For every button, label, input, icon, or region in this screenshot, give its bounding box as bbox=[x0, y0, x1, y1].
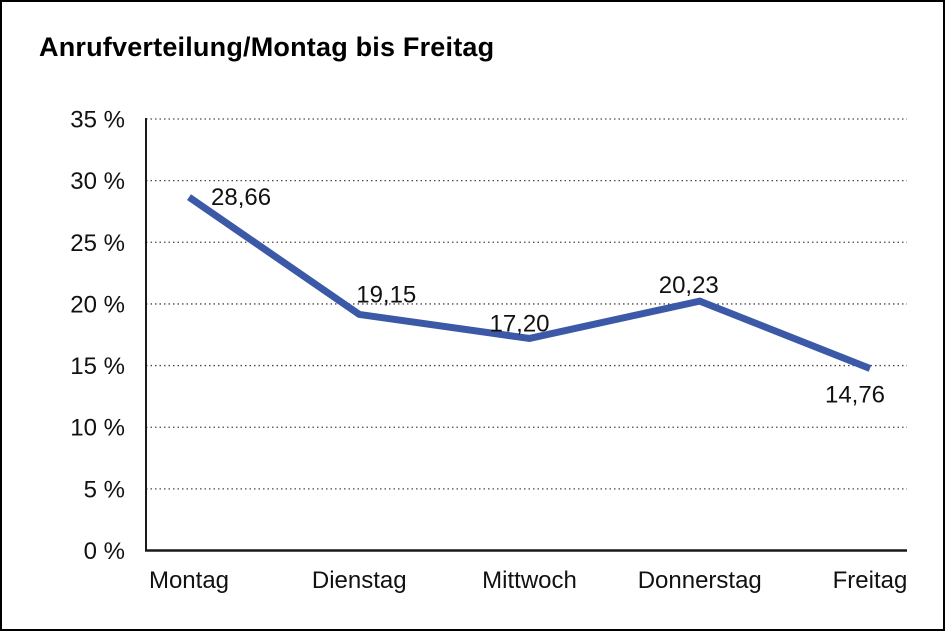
data-value-label: 14,76 bbox=[825, 382, 885, 409]
data-value-label: 19,15 bbox=[356, 281, 416, 308]
data-value-label: 17,20 bbox=[489, 310, 549, 337]
x-category-label: Montag bbox=[149, 567, 229, 594]
y-tick-label: 10 % bbox=[70, 415, 125, 442]
chart-title: Anrufverteilung/Montag bis Freitag bbox=[39, 32, 495, 62]
y-tick-label: 35 % bbox=[70, 107, 125, 134]
data-value-label: 20,23 bbox=[659, 272, 719, 299]
y-tick-label: 30 % bbox=[70, 168, 125, 195]
y-tick-label: 20 % bbox=[70, 291, 125, 318]
data-series-line bbox=[187, 194, 872, 372]
y-tick-label: 5 % bbox=[84, 476, 125, 503]
x-category-label: Dienstag bbox=[312, 567, 407, 594]
y-tick-label: 25 % bbox=[70, 230, 125, 257]
y-tick-label: 0 % bbox=[84, 538, 125, 565]
x-category-label: Freitag bbox=[833, 567, 908, 594]
y-tick-label: 15 % bbox=[70, 353, 125, 380]
data-value-label: 28,66 bbox=[211, 184, 271, 211]
x-category-label: Mittwoch bbox=[482, 567, 577, 594]
x-category-label: Donnerstag bbox=[638, 567, 762, 594]
